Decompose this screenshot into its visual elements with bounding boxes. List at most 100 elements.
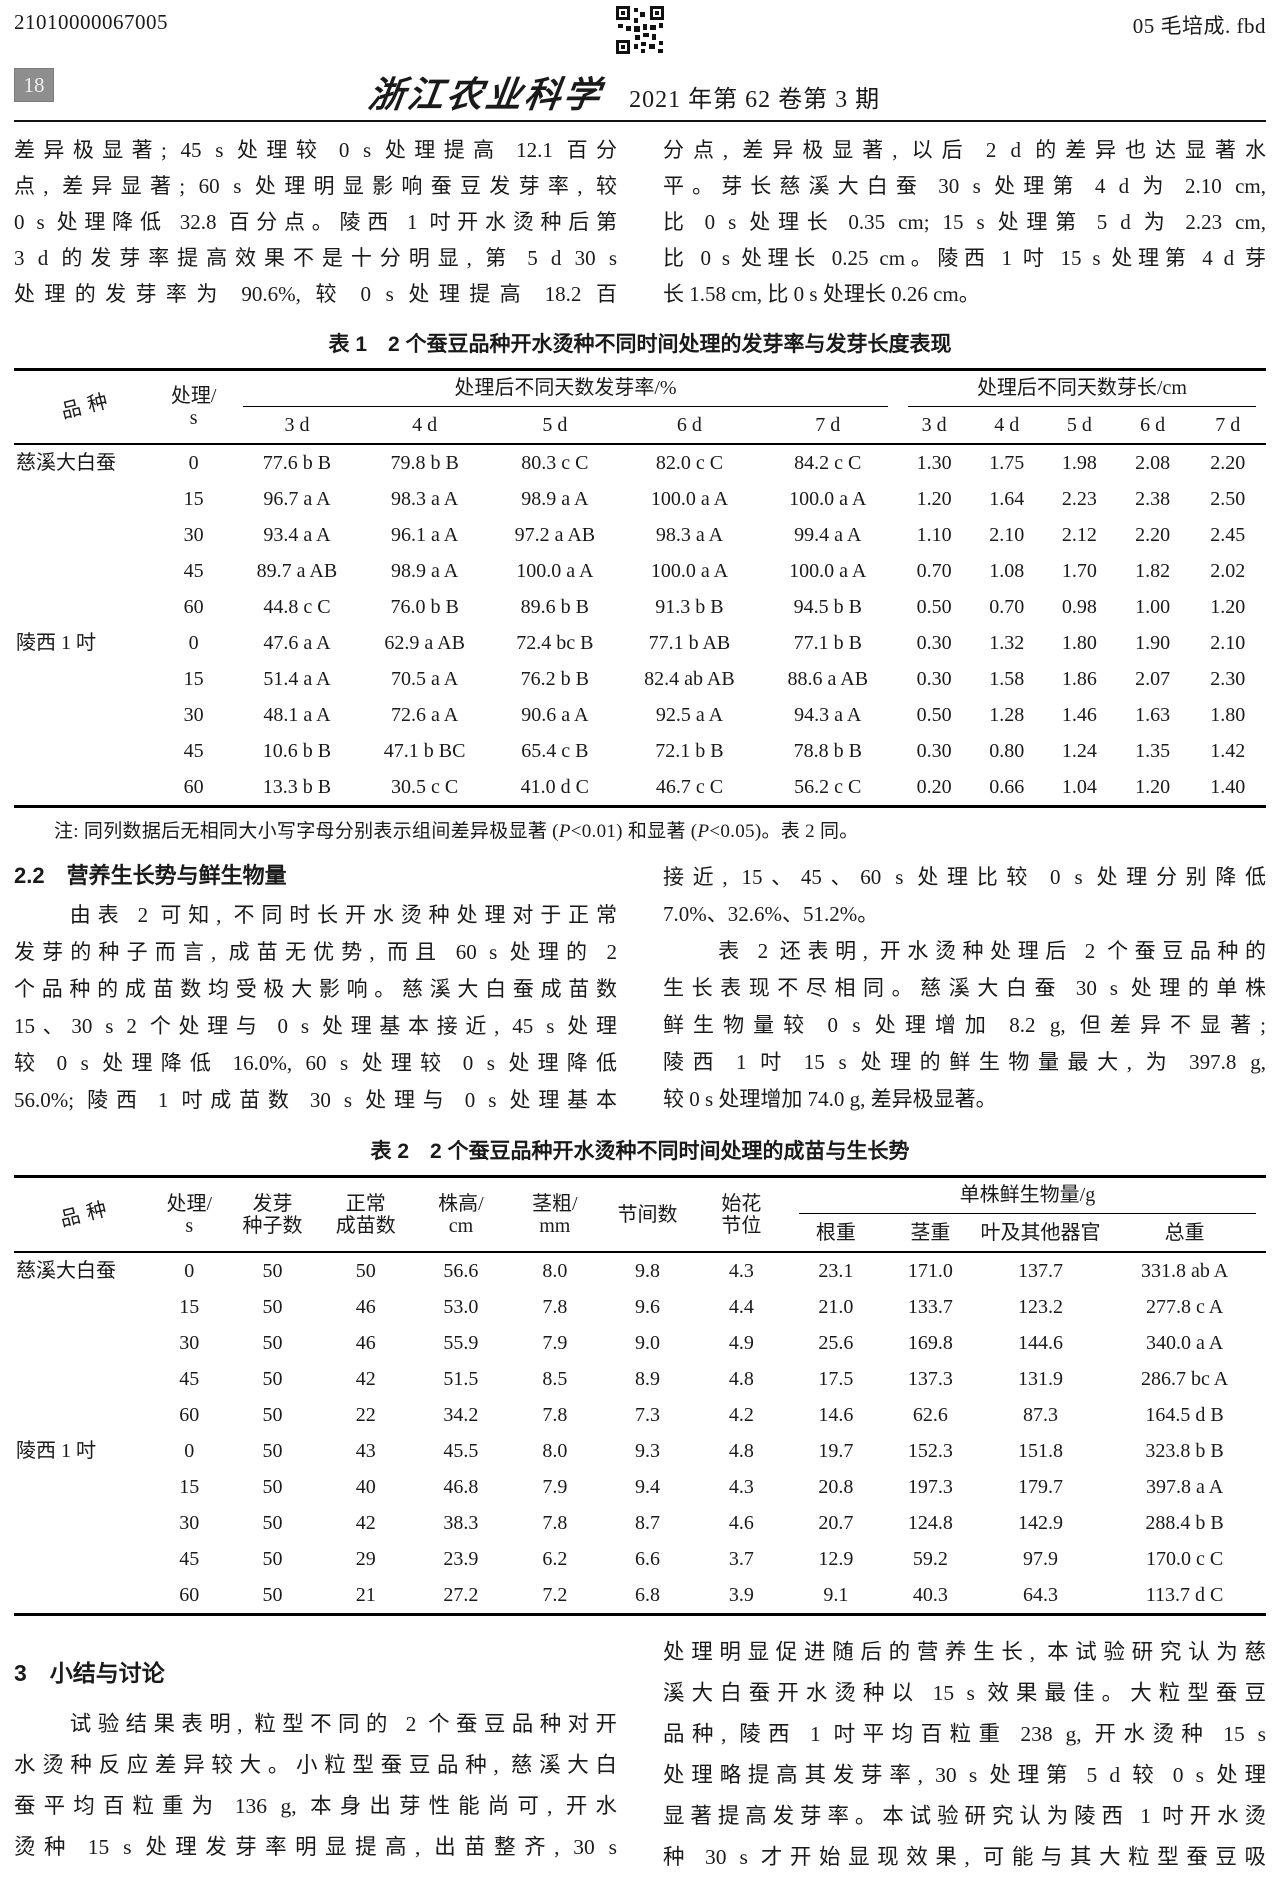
- table-cell: 22: [355, 1404, 376, 1426]
- table1-day-col: 7 d: [757, 407, 898, 445]
- table-cell: [14, 733, 154, 769]
- table-cell: 41.0 d C: [520, 776, 590, 798]
- table-cell: 6.6: [634, 1548, 660, 1570]
- table-cell: 90.6 a A: [521, 704, 589, 726]
- table-row: 30 48.1 a A 72.6 a A 90.6 a A 92.5 a A 94.3 a…: [14, 697, 1266, 733]
- table-cell: 94.5 b B: [793, 596, 862, 618]
- table-row: 60 50 22 34.2 7.8 7.3 4.2 14.6 62.6 87.3 164.5 d B: [14, 1397, 1266, 1433]
- table-cell: 50: [355, 1260, 376, 1282]
- table-cell: 80.3 c C: [521, 452, 589, 474]
- table-cell: 8.0: [542, 1440, 568, 1462]
- table-row: 慈溪大白蚕 0 77.6 b B 79.8 b B 80.3 c C 82.0 c C 84…: [14, 444, 1266, 481]
- table-cell: 4.2: [728, 1404, 754, 1426]
- text-line: 3 d 的发芽率提高效果不是十分明显, 第 5 d 30 s: [14, 246, 617, 270]
- table-cell: 82.4 ab AB: [644, 668, 735, 690]
- table-cell: 2.08: [1135, 452, 1171, 474]
- table-cell: 1.24: [1061, 740, 1097, 762]
- table-cell: 1.46: [1061, 704, 1097, 726]
- table-row: 30 50 46 55.9 7.9 9.0 4.9 25.6 169.8 144.6 340.0 a…: [14, 1325, 1266, 1361]
- text-line: 显著提高发芽率。本试验研究认为陵西 1 吋开水烫: [663, 1804, 1266, 1828]
- table-cell: 1.20: [1210, 596, 1246, 618]
- table-cell: 46.8: [443, 1476, 479, 1498]
- table-cell: 8.9: [634, 1368, 660, 1390]
- table-cell: 陵西 1 吋: [16, 1440, 96, 1462]
- table-cell: 50: [262, 1476, 283, 1498]
- table-cell: [14, 661, 154, 697]
- table2-col-stem-weight: 茎重: [882, 1214, 978, 1253]
- table-cell: 6.8: [634, 1584, 660, 1606]
- table-cell: 42: [355, 1368, 376, 1390]
- table-cell: 2.20: [1135, 524, 1171, 546]
- table-cell: 47.1 b BC: [383, 740, 466, 762]
- table-cell: 60: [179, 1404, 200, 1426]
- table-cell: 164.5 d B: [1145, 1404, 1224, 1426]
- table-cell: 38.3: [443, 1512, 479, 1534]
- section-3-left-paragraph: 试验结果表明, 粒型不同的 2 个蚕豆品种对开 水烫种反应差异较大。小粒型蚕豆品种…: [14, 1704, 617, 1868]
- table-cell: 15: [183, 488, 204, 510]
- table-cell: 124.8: [907, 1512, 953, 1534]
- table-row: 陵西 1 吋 0 47.6 a A 62.9 a AB 72.4 bc B 77.1 b …: [14, 625, 1266, 661]
- text-line: 表 2 还表明, 开水烫种处理后 2 个蚕豆品种的: [663, 939, 1266, 963]
- table-cell: 2.02: [1210, 560, 1246, 582]
- table-cell: 97.9: [1023, 1548, 1059, 1570]
- table-cell: 9.1: [823, 1584, 849, 1606]
- text-line: 分点, 差异极显著, 以后 2 d 的差异也达显著水: [663, 138, 1266, 162]
- table-cell: 331.8 ab A: [1140, 1260, 1229, 1282]
- table-cell: 4.3: [728, 1476, 754, 1498]
- table-cell: 123.2: [1018, 1296, 1064, 1318]
- table1-group-germination-rate: 处理后不同天数发芽率/%: [233, 370, 898, 407]
- table-row: 30 93.4 a A 96.1 a A 97.2 a AB 98.3 a A 99.4 …: [14, 517, 1266, 553]
- journal-header: 18 浙江农业科学 2021 年第 62 卷第 3 期: [14, 66, 1266, 115]
- table-cell: 50: [262, 1440, 283, 1462]
- table-cell: 27.2: [443, 1584, 479, 1606]
- table-row: 60 13.3 b B 30.5 c C 41.0 d C 46.7 c C 56.2 c…: [14, 769, 1266, 807]
- table-cell: 9.0: [634, 1332, 660, 1354]
- table-cell: 46: [355, 1296, 376, 1318]
- table-cell: 3.9: [728, 1584, 754, 1606]
- table-cell: 2.38: [1135, 488, 1171, 510]
- table-cell: [14, 1469, 152, 1505]
- top-meta-row: 21010000067005 05 毛培成. fbd: [14, 0, 1266, 40]
- table-cell: 0: [184, 1260, 195, 1282]
- table-cell: 72.6 a A: [391, 704, 459, 726]
- table-cell: [14, 1397, 152, 1433]
- journal-logo: 浙江农业科学: [365, 75, 606, 115]
- journal-title-group: 浙江农业科学 2021 年第 62 卷第 3 期: [365, 66, 880, 118]
- intro-left-column: 差异极显著; 45 s 处理较 0 s 处理提高 12.1 百分 点, 差异显著;…: [14, 132, 617, 312]
- intro-text-block: 差异极显著; 45 s 处理较 0 s 处理提高 12.1 百分 点, 差异显著;…: [14, 132, 1266, 312]
- text-line: 溪大白蚕开水烫种以 15 s 效果最佳。大粒型蚕豆: [663, 1681, 1266, 1705]
- table-cell: 1.86: [1061, 668, 1097, 690]
- table-cell: 慈溪大白蚕: [16, 1260, 116, 1282]
- table2-header-row2: 根重 茎重 叶及其他器官 总重: [14, 1214, 1266, 1253]
- section-2-2-heading: 2.2 营养生长势与鲜生物量: [14, 863, 287, 888]
- table-cell: 2.45: [1210, 524, 1246, 546]
- table-cell: 340.0 a A: [1145, 1332, 1224, 1354]
- table-cell: 152.3: [907, 1440, 953, 1462]
- text-line: 试验结果表明, 粒型不同的 2 个蚕豆品种对开: [14, 1712, 617, 1736]
- table-cell: 84.2 c C: [794, 452, 862, 474]
- table-cell: 60: [183, 596, 204, 618]
- table1-day-col: 4 d: [360, 407, 489, 445]
- table1-header-row2: 3 d 4 d 5 d 6 d 7 d 3 d 4 d 5 d 6 d 7 d: [14, 407, 1266, 445]
- table1-group-sprout-length: 处理后不同天数芽长/cm: [898, 370, 1266, 407]
- table-row: 15 51.4 a A 70.5 a A 76.2 b B 82.4 ab AB 88.6…: [14, 661, 1266, 697]
- table-cell: 76.2 b B: [520, 668, 590, 690]
- table-cell: 4.8: [728, 1440, 754, 1462]
- p-value-symbol: P: [697, 821, 710, 842]
- table-cell: 72.4 bc B: [516, 632, 594, 654]
- text-line: 15、30 s 2 个处理与 0 s 处理基本接近, 45 s 处理: [14, 1014, 617, 1038]
- table-cell: 29: [355, 1548, 376, 1570]
- table-cell: 99.4 a A: [794, 524, 862, 546]
- text-line: 陵西 1 吋 15 s 处理的鲜生物量最大, 为 397.8 g,: [663, 1050, 1266, 1074]
- table-cell: 1.90: [1135, 632, 1171, 654]
- table-cell: 96.1 a A: [391, 524, 459, 546]
- text-line: 长 1.58 cm, 比 0 s 处理长 0.26 cm。: [663, 282, 980, 306]
- table-cell: 0.50: [916, 704, 952, 726]
- table1-day-col: 3 d: [233, 407, 361, 445]
- table1-day-col: 4 d: [970, 407, 1044, 445]
- table-row: 60 44.8 c C 76.0 b B 89.6 b B 91.3 b B 94.5 b…: [14, 589, 1266, 625]
- table-cell: 1.64: [989, 488, 1025, 510]
- table-cell: 陵西 1 吋: [16, 632, 96, 654]
- table-cell: 100.0 a A: [789, 488, 867, 510]
- table-cell: 50: [262, 1584, 283, 1606]
